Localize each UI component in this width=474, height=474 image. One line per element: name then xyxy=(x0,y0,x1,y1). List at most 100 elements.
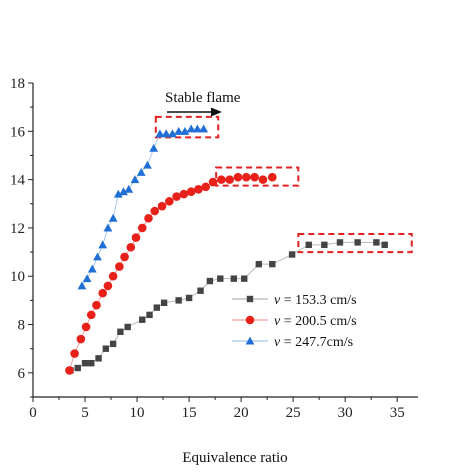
data-point-square xyxy=(230,275,238,282)
data-point-square xyxy=(321,241,328,249)
legend-label-value: = 153.3 cm/s xyxy=(280,293,356,308)
data-point-square xyxy=(175,297,182,304)
data-point-triangle xyxy=(193,124,202,133)
legend-label-value: = 247.7cm/s xyxy=(280,335,353,350)
data-point-square xyxy=(381,241,388,249)
data-point-square xyxy=(354,239,361,246)
data-point-square xyxy=(81,359,89,367)
axes xyxy=(32,83,418,398)
data-point-triangle xyxy=(87,264,97,273)
data-point-circle xyxy=(65,366,74,375)
stable-flame-box xyxy=(297,232,413,254)
data-point-square xyxy=(95,355,102,362)
data-point-triangle xyxy=(77,281,87,290)
legend: v = 153.3 cm/s v = 200.5 cm/s v = 247.7cm/… xyxy=(232,293,357,350)
data-point-circle xyxy=(242,172,251,182)
legend-label-symbol: v xyxy=(274,335,281,350)
data-point-circle xyxy=(258,175,268,184)
data-point-circle xyxy=(86,310,96,320)
data-point-circle xyxy=(201,182,211,192)
data-point-triangle xyxy=(180,126,190,135)
data-point-square xyxy=(336,239,344,246)
data-point-triangle xyxy=(103,223,113,232)
legend-item: v = 153.3 cm/s xyxy=(232,293,357,308)
data-point-triangle xyxy=(161,129,171,138)
stable-flame-box xyxy=(154,115,220,139)
x-tick-label: 20 xyxy=(234,405,249,421)
data-point-triangle xyxy=(136,167,146,176)
x-tick-label: 25 xyxy=(286,405,301,421)
data-point-circle xyxy=(217,175,226,184)
data-point-circle xyxy=(157,201,167,211)
data-point-triangle xyxy=(174,126,184,135)
y-tick-label: 18 xyxy=(10,76,25,92)
x-tick-label: 0 xyxy=(29,405,37,421)
data-point-square xyxy=(160,299,168,306)
data-point-square xyxy=(373,239,380,246)
stable-flame-highlight-boxes xyxy=(154,115,413,254)
data-point-circle xyxy=(150,206,160,216)
data-point-square xyxy=(109,340,117,348)
series-group xyxy=(65,124,388,375)
data-point-circle xyxy=(76,334,86,344)
data-point-square xyxy=(139,316,146,323)
x-tick-label: 30 xyxy=(338,405,353,421)
data-point-circle xyxy=(126,242,136,252)
data-point-triangle xyxy=(98,240,108,249)
y-tick-label: 12 xyxy=(10,221,25,237)
x-axis-title: Equivalence ratio xyxy=(182,450,287,466)
y-tick-label: 14 xyxy=(10,173,26,189)
y-tick-label: 8 xyxy=(18,318,26,334)
data-point-circle xyxy=(103,281,113,291)
y-tick-label: 6 xyxy=(18,366,26,382)
tick-group: 6 8 10 12 14 16 18 0 5 10 15 20 25 30 35 xyxy=(10,76,405,421)
x-tick-label: 10 xyxy=(130,405,145,421)
data-point-circle xyxy=(70,349,79,358)
data-point-circle xyxy=(115,262,124,271)
data-point-circle xyxy=(194,184,203,194)
series-circle xyxy=(65,172,277,375)
data-point-triangle xyxy=(130,175,140,184)
legend-label-symbol: v xyxy=(274,293,281,308)
data-point-square xyxy=(88,359,95,367)
data-point-circle xyxy=(98,288,108,298)
data-point-circle xyxy=(186,187,196,196)
data-point-square xyxy=(305,241,312,249)
data-point-circle xyxy=(268,172,277,182)
data-point-circle xyxy=(250,172,259,182)
data-point-triangle xyxy=(199,124,209,133)
legend-item: v = 200.5 cm/s xyxy=(232,314,357,329)
data-point-square xyxy=(288,251,296,258)
stable-flame-annotation: Stable flame xyxy=(165,90,241,117)
data-point-circle xyxy=(208,177,218,187)
data-point-square xyxy=(124,323,131,331)
data-point-circle xyxy=(108,271,118,281)
data-point-triangle xyxy=(113,189,123,198)
data-point-square xyxy=(102,345,110,352)
data-point-square xyxy=(185,294,193,302)
data-point-circle xyxy=(131,233,141,242)
data-point-circle xyxy=(120,252,129,262)
legend-label: v = 200.5 cm/s xyxy=(274,314,357,329)
data-point-square xyxy=(206,277,214,285)
data-point-circle xyxy=(165,197,174,206)
data-point-circle xyxy=(144,213,153,223)
data-point-square xyxy=(246,295,254,303)
data-point-circle xyxy=(172,192,181,201)
stable-flame-box xyxy=(215,166,300,187)
data-point-square xyxy=(153,304,161,311)
data-point-square xyxy=(269,260,276,268)
data-point-triangle xyxy=(119,187,128,196)
data-point-triangle xyxy=(82,274,92,283)
data-point-triangle xyxy=(155,129,165,138)
series-square xyxy=(67,239,388,374)
data-point-square xyxy=(117,328,124,335)
data-point-square xyxy=(255,260,262,268)
x-tick-label: 35 xyxy=(390,405,405,421)
data-point-triangle xyxy=(245,336,255,345)
legend-label: v = 247.7cm/s xyxy=(274,335,353,350)
series-line xyxy=(81,128,204,287)
data-point-triangle xyxy=(124,184,134,193)
y-tick-label: 10 xyxy=(10,269,25,285)
